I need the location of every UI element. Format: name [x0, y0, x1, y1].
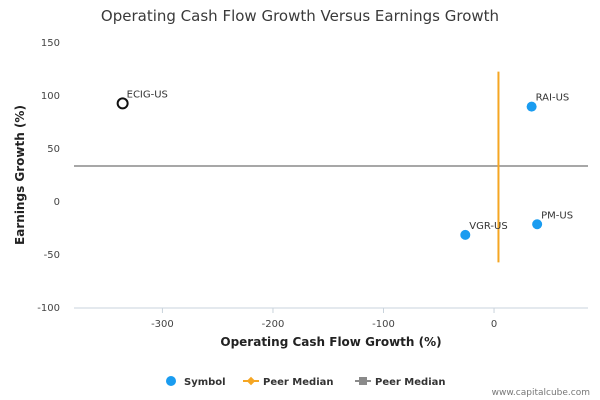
y-tick-label: 0: [54, 197, 60, 208]
x-tick-label: -200: [262, 319, 285, 330]
x-tick-label: -300: [151, 319, 174, 330]
x-tick-label: -100: [372, 319, 395, 330]
legend-label: Peer Median: [375, 377, 446, 388]
data-point: [460, 229, 471, 240]
data-points: ECIG-US RAI-US PM-US VGR-US: [116, 89, 573, 240]
legend: Symbol Peer Median Peer Median: [166, 376, 446, 388]
data-point: [116, 97, 129, 110]
data-point-label: ECIG-US: [127, 89, 168, 100]
y-tick-label: -50: [44, 250, 60, 261]
data-point-label: RAI-US: [536, 93, 570, 104]
data-point-label: PM-US: [541, 210, 573, 221]
y-tick-label: 150: [41, 38, 60, 49]
credit-text: www.capitalcube.com: [492, 388, 590, 398]
y-tick-label: 50: [47, 144, 60, 155]
x-axis-title: Operating Cash Flow Growth (%): [220, 335, 441, 349]
y-tick-label: -100: [37, 303, 60, 314]
y-tick-label: 100: [41, 91, 60, 102]
y-axis-title: Earnings Growth (%): [13, 105, 27, 245]
legend-square-marker: [359, 377, 367, 385]
axes: -100 -50 0 50 100 150 -300 -200 -100 0: [37, 38, 588, 330]
data-point: [526, 101, 537, 112]
legend-diamond-marker: [246, 376, 256, 386]
data-point: [532, 219, 543, 230]
x-tick-label: 0: [491, 319, 497, 330]
legend-label: Peer Median: [263, 377, 334, 388]
peer-median-lines: [74, 71, 588, 263]
legend-label: Symbol: [184, 377, 226, 388]
legend-symbol-marker: [166, 376, 176, 386]
chart-title: Operating Cash Flow Growth Versus Earnin…: [101, 7, 499, 25]
data-point-label: VGR-US: [469, 221, 507, 232]
